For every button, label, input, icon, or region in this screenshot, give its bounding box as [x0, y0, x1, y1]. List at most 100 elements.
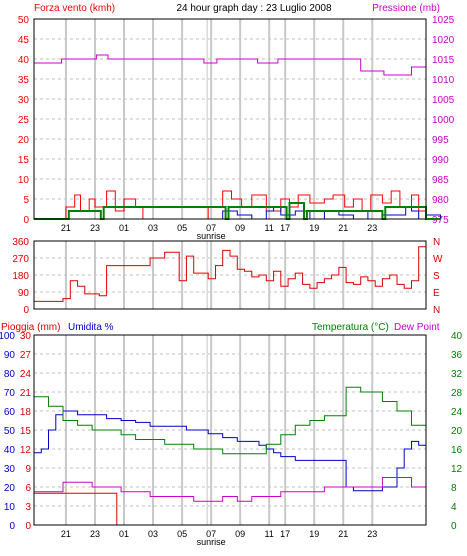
x-tick-label: 05 [177, 529, 187, 539]
plot-frame [33, 240, 427, 310]
humidity-tick-label: 10 [4, 502, 16, 513]
series-line-2 [34, 386, 427, 455]
left-tick-label: 10 [18, 175, 30, 186]
x-tick-label: 23 [367, 529, 377, 539]
right-tick-label: 975 [432, 215, 449, 226]
x-tick-label: 09 [235, 529, 245, 539]
rain-tick-label: 21 [20, 388, 32, 399]
wind-pressure-panel: 0510152025303540455097598098599099510001… [18, 15, 455, 241]
rain-tick-label: 6 [25, 483, 31, 494]
temperature-tick-label: 4 [451, 502, 457, 513]
humidity-tick-label: 40 [4, 445, 16, 456]
x-tick-label: 11 [265, 223, 274, 233]
temperature-tick-label: 24 [451, 407, 463, 418]
direction-tick-label: 0 [23, 305, 29, 316]
x-tick-label: 09 [235, 223, 245, 233]
x-tick-label: 07 [206, 223, 216, 233]
x-tick-label: 05 [177, 223, 187, 233]
left-tick-label: 20 [18, 135, 30, 146]
dewpoint-axis-title: Dew Point [394, 322, 440, 333]
temperature-tick-label: 8 [451, 483, 457, 494]
humidity-tick-label: 80 [4, 369, 16, 380]
left-tick-label: 5 [23, 195, 29, 206]
series-line-1 [34, 410, 427, 492]
rain-tick-label: 15 [20, 426, 32, 437]
left-tick-label: 35 [18, 75, 30, 86]
left-tick-label: 15 [18, 155, 30, 166]
x-tick-label: 01 [119, 223, 129, 233]
humidity-tick-label: 60 [4, 407, 16, 418]
compass-tick-label: E [433, 288, 440, 299]
temperature-tick-label: 16 [451, 445, 463, 456]
temperature-tick-label: 12 [451, 464, 463, 475]
right-tick-label: 1025 [432, 15, 455, 26]
x-tick-label: 01 [119, 529, 129, 539]
compass-tick-label: W [433, 254, 443, 265]
right-tick-label: 990 [432, 155, 449, 166]
humidity-tick-label: 90 [4, 350, 16, 361]
left-tick-label: 45 [18, 35, 30, 46]
x-tick-label: 21 [61, 223, 71, 233]
direction-tick-label: 90 [18, 288, 30, 299]
rain-tick-label: 30 [20, 331, 32, 342]
compass-tick-label: N [433, 237, 440, 248]
rain-axis-title: Pioggia (mm) [1, 322, 60, 333]
temperature-axis-title: Temperatura (°C) [312, 322, 389, 333]
rain-tick-label: 9 [25, 464, 31, 475]
right-tick-label: 1000 [432, 115, 455, 126]
right-tick-label: 1005 [432, 95, 455, 106]
rain-tick-label: 12 [20, 445, 32, 456]
left-tick-label: 25 [18, 115, 30, 126]
series-line-3 [34, 54, 426, 76]
x-tick-label: 07 [206, 529, 216, 539]
x-tick-label: 23 [90, 223, 100, 233]
humidity-axis-title: Umidita % [68, 322, 114, 333]
right-tick-label: 995 [432, 135, 449, 146]
temperature-tick-label: 40 [451, 331, 463, 342]
left-tick-label: 50 [18, 15, 30, 26]
direction-tick-label: 180 [12, 271, 29, 282]
temperature-tick-label: 0 [451, 521, 457, 532]
plot-frame [33, 334, 427, 526]
wind-axis-title: Forza vento (kmh) [34, 3, 115, 14]
right-tick-label: 1020 [432, 35, 455, 46]
direction-tick-label: 360 [12, 237, 29, 248]
direction-line [34, 246, 427, 302]
right-tick-label: 985 [432, 175, 449, 186]
x-tick-label: 21 [61, 529, 71, 539]
plot-frame [33, 18, 427, 220]
rain-tick-label: 27 [20, 350, 32, 361]
compass-tick-label: S [433, 271, 440, 282]
humidity-tick-label: 20 [4, 483, 16, 494]
humidity-tick-label: 50 [4, 426, 16, 437]
x-tick-label: 17 [280, 529, 290, 539]
series-line-3 [34, 477, 427, 502]
right-tick-label: 1010 [432, 75, 455, 86]
rain-tick-label: 24 [20, 369, 32, 380]
x-tick-label: 21 [338, 529, 348, 539]
temperature-tick-label: 32 [451, 369, 463, 380]
rain-tick-label: 3 [25, 502, 31, 513]
left-tick-label: 30 [18, 95, 30, 106]
humidity-tick-label: 70 [4, 388, 16, 399]
pressure-axis-title: Pressione (mb) [372, 3, 440, 14]
sunrise-label: sunrise [197, 231, 226, 241]
left-tick-label: 0 [23, 215, 29, 226]
x-tick-label: 19 [309, 223, 319, 233]
right-tick-label: 1015 [432, 55, 455, 66]
x-tick-label: 23 [367, 223, 377, 233]
humidity-tick-label: 100 [0, 331, 15, 342]
temperature-tick-label: 28 [451, 388, 463, 399]
temperature-tick-label: 20 [451, 426, 463, 437]
direction-tick-label: 270 [12, 254, 29, 265]
x-tick-label: 17 [280, 223, 290, 233]
left-tick-label: 40 [18, 55, 30, 66]
rain-humidity-temperature-panel: Pioggia (mm) Umidita % Temperatura (°C) Dew… [0, 322, 463, 547]
humidity-tick-label: 0 [9, 521, 15, 532]
x-tick-label: 19 [309, 529, 319, 539]
x-tick-label: 03 [148, 223, 158, 233]
